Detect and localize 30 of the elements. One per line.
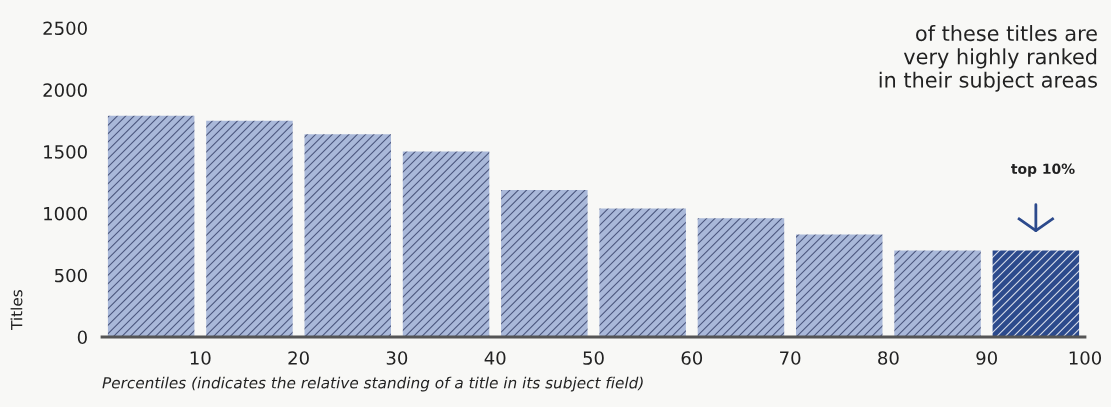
- x-tick-label: 90: [976, 351, 997, 365]
- bar: [697, 218, 785, 337]
- x-tick-label: 10: [190, 351, 211, 365]
- x-tick-label: 20: [288, 351, 309, 365]
- y-tick-label: 2500: [43, 21, 87, 36]
- x-tick-label: 100: [1069, 351, 1102, 365]
- y-tick-label: 1500: [44, 145, 87, 159]
- y-axis-title: Titles: [10, 290, 23, 331]
- bar: [206, 120, 293, 337]
- y-tick-label: 0: [77, 330, 87, 345]
- y-tick-label: 500: [55, 268, 87, 283]
- bar: [501, 189, 588, 337]
- y-tick-label: 1000: [44, 206, 87, 221]
- bar: [599, 208, 686, 337]
- x-tick-label: 60: [681, 351, 703, 365]
- annotation: of these titles are very highly ranked in their subject areas: [879, 25, 1097, 92]
- x-tick-label: 30: [386, 351, 408, 365]
- bar: [992, 250, 1080, 337]
- bar: [402, 151, 490, 337]
- bar: [304, 134, 391, 337]
- y-tick-label: 2000: [43, 83, 87, 97]
- x-tick-label: 80: [878, 351, 899, 365]
- x-tick-label: 50: [583, 351, 604, 365]
- bar: [107, 115, 195, 337]
- bar: [796, 234, 883, 337]
- x-tick-label: 40: [484, 351, 506, 365]
- annotation: top 10%: [1011, 163, 1075, 177]
- bar: [894, 250, 981, 337]
- x-tick-label: 70: [780, 351, 801, 365]
- x-axis-title: Percentiles (indicates the relative standing of a title in its subject field): [102, 376, 643, 392]
